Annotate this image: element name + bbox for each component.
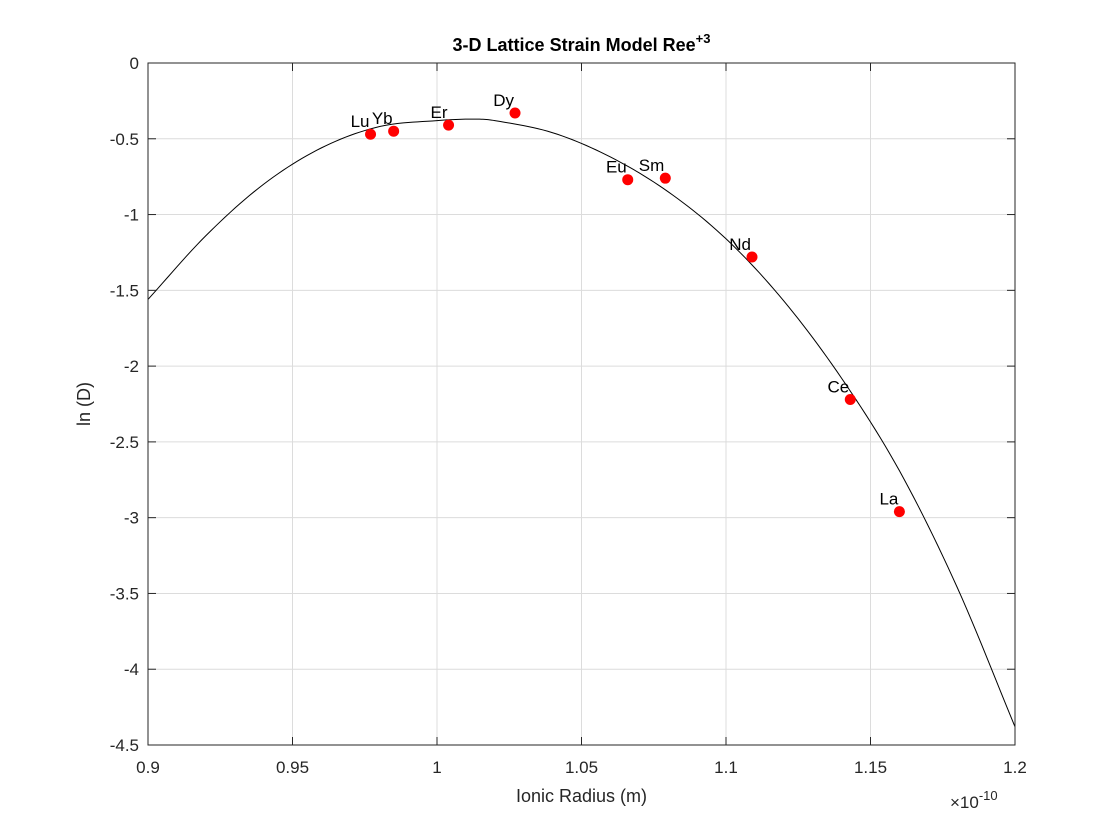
y-tick-label: -3 [124,509,139,528]
data-point [893,506,905,518]
data-point-label: Er [431,103,448,122]
data-point [365,128,377,140]
x-tick-label: 1.2 [1003,758,1027,777]
tick-layer: 0.9 0.95 1 1.05 1.1 1.15 1.2 0 -0.5 -1 -1.5 -2 -2.5 -… [110,54,1027,777]
data-point-label: Ce [828,377,850,396]
data-point-label: Yb [372,109,393,128]
data-point [443,119,455,131]
data-point [622,174,634,186]
x-axis-label: Ionic Radius (m) [516,786,647,806]
data-point-label: Nd [729,235,751,254]
y-tick-label: -0.5 [110,130,139,149]
x-tick-label: 1.1 [714,758,738,777]
x-tick-label: 1 [432,758,441,777]
y-axis-label: ln (D) [74,382,94,426]
y-tick-label: -1.5 [110,281,139,300]
chart-title-superscript: +3 [696,31,711,46]
x-axis-exponent-power: -10 [979,788,998,803]
x-axis-exponent: ×10-10 [950,788,998,812]
chart-title-text: 3-D Lattice Strain Model Ree [453,35,696,55]
data-point-label: Sm [639,156,665,175]
x-axis-exponent-base: ×10 [950,793,979,812]
x-tick-label: 0.9 [136,758,160,777]
data-point [388,125,400,137]
data-point [659,172,671,184]
y-tick-label: -4.5 [110,736,139,755]
points-layer: Lu Yb Er Dy Eu Sm Nd Ce La [351,91,905,518]
data-point-label: Dy [493,91,514,110]
y-tick-label: -2.5 [110,433,139,452]
data-point-label: Eu [606,158,627,177]
chart-title: 3-D Lattice Strain Model Ree+3 [453,31,711,55]
x-tick-label: 1.05 [565,758,598,777]
data-point [844,393,856,405]
curve-layer [147,118,1016,728]
x-tick-label: 1.15 [854,758,887,777]
x-tick-label: 0.95 [276,758,309,777]
y-tick-label: 0 [130,54,139,73]
y-tick-label: -3.5 [110,584,139,603]
data-point-label: La [879,490,898,509]
data-point [509,107,521,119]
data-point-label: Lu [351,112,370,131]
y-tick-label: -4 [124,660,139,679]
data-point [746,251,758,263]
fitted-curve [147,118,1016,728]
y-tick-label: -2 [124,357,139,376]
y-tick-label: -1 [124,206,139,225]
